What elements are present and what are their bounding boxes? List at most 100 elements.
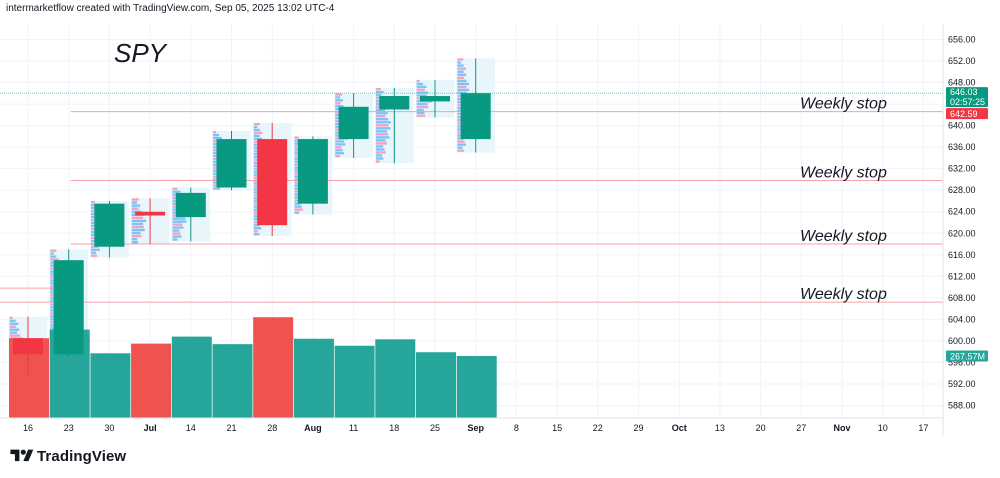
annotations: Weekly stop Weekly stop Weekly stop Weekly … [800,96,887,303]
profile-bin [375,145,384,148]
profile-bin [9,334,21,337]
x-tick-label: 30 [104,423,114,433]
candle-body [13,338,43,355]
x-tick-label: 13 [715,423,725,433]
profile-bin [9,331,18,334]
profile-bin [375,90,384,94]
profile-bin [213,131,217,134]
profile-bin [416,111,425,115]
x-tick-label: 28 [267,423,277,433]
profile-bin [91,254,97,257]
profile-bin [457,140,465,143]
profile-bin [172,220,187,223]
profile-bin [416,103,428,106]
weekly-stop-annotation: Weekly stop [800,286,887,303]
profile-bin [131,222,144,226]
profile-bin [172,235,182,238]
profile-bin [294,142,299,145]
y-tick-label: 632.00 [948,164,976,174]
y-tick-label: 624.00 [948,207,976,217]
x-tick-label: 22 [593,423,603,433]
profile-bin [375,93,382,97]
volume-value: 267.57M [950,352,985,362]
profile-bin [294,139,302,142]
y-tick-label: 612.00 [948,271,976,281]
profile-bin [131,219,147,223]
profile-bin [172,193,179,196]
profile-bin [253,232,260,236]
profile-bin [294,136,299,139]
profile-bin [91,248,100,251]
profile-bin [335,96,341,99]
profile-bin [457,70,464,73]
x-tick-label: 8 [514,423,519,433]
profile-bin [172,223,183,226]
profile-bin [294,211,300,214]
profile-bin [9,328,20,331]
profile-bin [375,118,389,121]
candle-body [379,96,410,110]
profile-bin [335,140,345,143]
profile-bin [416,88,425,91]
profile-bin [294,202,301,205]
volume-badge [946,350,988,362]
y-tick-label: 652.00 [948,56,976,66]
profile-bin [375,115,386,118]
x-tick-label: 10 [878,423,888,433]
bar-countdown: 02:57:25 [950,97,985,107]
profile-bin [253,134,260,138]
profile-bin [131,240,138,244]
profile-bin [457,85,467,89]
candle-body [338,106,369,140]
weekly-stop-lines [0,92,943,303]
profile-bin [457,149,464,152]
profile-bin [131,210,142,213]
candle-body [257,139,288,226]
tradingview-logo-text: TradingView [37,447,127,465]
profile-bin [416,114,426,117]
profile-bin [253,224,260,227]
last-price-badge [946,87,988,108]
weekly-stop-annotation: Weekly stop [800,165,887,182]
profile-bin [375,124,389,127]
x-tick-label: 23 [64,423,74,433]
volume-bar [131,343,172,418]
profile-bin [375,127,391,130]
profile-bin [131,225,144,229]
y-tick-label: 604.00 [948,314,976,324]
profile-bin [457,61,461,64]
profile-bin [457,64,464,67]
profile-bin [50,261,57,264]
profile-bin [172,238,178,241]
stop-price-badge [946,108,988,120]
profile-bin [253,137,263,141]
profile-bin [375,142,387,145]
last-price-value: 646.03 [950,87,978,97]
profile-bin [172,187,178,190]
profile-bin [50,252,54,255]
profile-bin [335,102,341,105]
candle-body [175,192,206,218]
y-tick-label: 592.00 [948,379,976,389]
volume-bar [90,353,131,418]
profile-bin [375,133,389,136]
weekly-stop-annotation: Weekly stop [800,228,887,245]
x-tick-label: 16 [23,423,33,433]
profile-bin [172,217,186,220]
x-tick-label: 15 [552,423,562,433]
profile-bin [335,105,344,108]
profile-bin [457,146,463,149]
profile-bin [375,148,385,151]
y-tick-label: 648.00 [948,78,976,88]
profile-bin [50,258,59,261]
x-tick-label: 25 [430,423,440,433]
time-axis: 16 23 30 Jul 14 21 28 Aug 11 18 25 Sep 8 15 22 29 Oct 13 2… [23,423,928,433]
profile-bin [416,79,420,83]
profile-bin [416,91,429,94]
profile-bin [457,82,469,86]
profile-bin [457,73,467,76]
stop-price-value: 642.59 [950,109,978,119]
profile-bin [335,152,344,155]
volume-bars [9,317,497,418]
